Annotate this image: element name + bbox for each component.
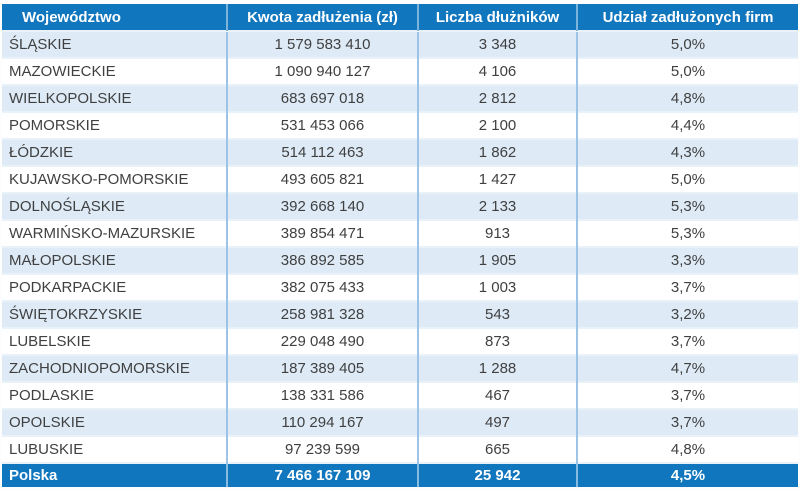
cell-udzial-zadluzonych-firm: 4,8% bbox=[576, 435, 798, 463]
cell-udzial-zadluzonych-firm: 3,7% bbox=[576, 327, 798, 355]
cell-kwota-zadluzenia: 138 331 586 bbox=[226, 381, 418, 409]
table-row: WIELKOPOLSKIE 683 697 018 2 812 4,8% bbox=[2, 84, 798, 112]
cell-kwota-zadluzenia: 392 668 140 bbox=[226, 192, 418, 220]
cell-kwota-zadluzenia: 382 075 433 bbox=[226, 273, 418, 301]
cell-udzial-zadluzonych-firm: 5,0% bbox=[576, 57, 798, 85]
cell-udzial-zadluzonych-firm: 5,3% bbox=[576, 219, 798, 247]
cell-liczba-dluznikow: 1 003 bbox=[417, 273, 577, 301]
cell-kwota-zadluzenia: 389 854 471 bbox=[226, 219, 418, 247]
cell-kwota-zadluzenia: 110 294 167 bbox=[226, 408, 418, 436]
cell-kwota-zadluzenia: 187 389 405 bbox=[226, 354, 418, 382]
cell-udzial-zadluzonych-firm: 3,2% bbox=[576, 300, 798, 328]
cell-wojewodztwo: POMORSKIE bbox=[2, 111, 227, 139]
table-row: ŚWIĘTOKRZYSKIE 258 981 328 543 3,2% bbox=[2, 300, 798, 328]
table-row: OPOLSKIE 110 294 167 497 3,7% bbox=[2, 408, 798, 436]
cell-wojewodztwo: ŁÓDZKIE bbox=[2, 138, 227, 166]
cell-liczba-dluznikow: 1 288 bbox=[417, 354, 577, 382]
cell-udzial-zadluzonych-firm: 4,4% bbox=[576, 111, 798, 139]
cell-liczba-dluznikow: 2 133 bbox=[417, 192, 577, 220]
cell-liczba-dluznikow: 913 bbox=[417, 219, 577, 247]
cell-wojewodztwo: WIELKOPOLSKIE bbox=[2, 84, 227, 112]
column-header-kwota-zadluzenia: Kwota zadłużenia (zł) bbox=[226, 4, 418, 31]
cell-udzial-zadluzonych-firm: 4,8% bbox=[576, 84, 798, 112]
cell-liczba-dluznikow: 4 106 bbox=[417, 57, 577, 85]
cell-udzial-zadluzonych-firm: 3,7% bbox=[576, 273, 798, 301]
cell-kwota-zadluzenia: 258 981 328 bbox=[226, 300, 418, 328]
cell-udzial-zadluzonych-firm: 5,3% bbox=[576, 192, 798, 220]
cell-wojewodztwo: ZACHODNIOPOMORSKIE bbox=[2, 354, 227, 382]
cell-kwota-zadluzenia: 1 090 940 127 bbox=[226, 57, 418, 85]
cell-udzial-zadluzonych-firm: 3,7% bbox=[576, 381, 798, 409]
cell-liczba-dluznikow: 497 bbox=[417, 408, 577, 436]
cell-udzial-zadluzonych-firm: 4,3% bbox=[576, 138, 798, 166]
table-row: ZACHODNIOPOMORSKIE 187 389 405 1 288 4,7% bbox=[2, 354, 798, 382]
table-row: LUBUSKIE 97 239 599 665 4,8% bbox=[2, 435, 798, 463]
cell-wojewodztwo: PODLASKIE bbox=[2, 381, 227, 409]
cell-wojewodztwo: ŚWIĘTOKRZYSKIE bbox=[2, 300, 227, 328]
cell-udzial-zadluzonych-firm: 5,0% bbox=[576, 165, 798, 193]
cell-wojewodztwo: OPOLSKIE bbox=[2, 408, 227, 436]
column-header-udzial-zadluzonych-firm: Udział zadłużonych firm bbox=[576, 4, 798, 31]
table-row: WARMIŃSKO-MAZURSKIE 389 854 471 913 5,3% bbox=[2, 219, 798, 247]
cell-wojewodztwo: LUBELSKIE bbox=[2, 327, 227, 355]
total-label: Polska bbox=[2, 462, 227, 487]
cell-kwota-zadluzenia: 493 605 821 bbox=[226, 165, 418, 193]
cell-kwota-zadluzenia: 514 112 463 bbox=[226, 138, 418, 166]
cell-kwota-zadluzenia: 531 453 066 bbox=[226, 111, 418, 139]
cell-liczba-dluznikow: 1 862 bbox=[417, 138, 577, 166]
column-header-liczba-dluznikow: Liczba dłużników bbox=[417, 4, 577, 31]
total-liczba-dluznikow: 25 942 bbox=[417, 462, 577, 487]
cell-udzial-zadluzonych-firm: 4,7% bbox=[576, 354, 798, 382]
debt-by-voivodeship-table: Województwo Kwota zadłużenia (zł) Liczba d… bbox=[2, 4, 798, 487]
table-row: POMORSKIE 531 453 066 2 100 4,4% bbox=[2, 111, 798, 139]
table-row: DOLNOŚLĄSKIE 392 668 140 2 133 5,3% bbox=[2, 192, 798, 220]
cell-kwota-zadluzenia: 386 892 585 bbox=[226, 246, 418, 274]
table-row: MAŁOPOLSKIE 386 892 585 1 905 3,3% bbox=[2, 246, 798, 274]
cell-liczba-dluznikow: 1 905 bbox=[417, 246, 577, 274]
table-row: LUBELSKIE 229 048 490 873 3,7% bbox=[2, 327, 798, 355]
cell-udzial-zadluzonych-firm: 3,7% bbox=[576, 408, 798, 436]
total-udzial-zadluzonych-firm: 4,5% bbox=[576, 462, 798, 487]
total-kwota-zadluzenia: 7 466 167 109 bbox=[226, 462, 418, 487]
cell-liczba-dluznikow: 2 812 bbox=[417, 84, 577, 112]
column-header-wojewodztwo: Województwo bbox=[2, 4, 227, 31]
cell-udzial-zadluzonych-firm: 5,0% bbox=[576, 30, 798, 58]
cell-wojewodztwo: MAZOWIECKIE bbox=[2, 57, 227, 85]
cell-wojewodztwo: ŚLĄSKIE bbox=[2, 30, 227, 58]
cell-liczba-dluznikow: 1 427 bbox=[417, 165, 577, 193]
cell-liczba-dluznikow: 467 bbox=[417, 381, 577, 409]
cell-wojewodztwo: KUJAWSKO-POMORSKIE bbox=[2, 165, 227, 193]
cell-wojewodztwo: WARMIŃSKO-MAZURSKIE bbox=[2, 219, 227, 247]
cell-kwota-zadluzenia: 683 697 018 bbox=[226, 84, 418, 112]
cell-liczba-dluznikow: 543 bbox=[417, 300, 577, 328]
cell-kwota-zadluzenia: 97 239 599 bbox=[226, 435, 418, 463]
cell-wojewodztwo: PODKARPACKIE bbox=[2, 273, 227, 301]
total-row: Polska 7 466 167 109 25 942 4,5% bbox=[2, 462, 798, 487]
cell-wojewodztwo: DOLNOŚLĄSKIE bbox=[2, 192, 227, 220]
cell-liczba-dluznikow: 3 348 bbox=[417, 30, 577, 58]
cell-liczba-dluznikow: 873 bbox=[417, 327, 577, 355]
table-row: ŁÓDZKIE 514 112 463 1 862 4,3% bbox=[2, 138, 798, 166]
table-row: KUJAWSKO-POMORSKIE 493 605 821 1 427 5,0% bbox=[2, 165, 798, 193]
header-row: Województwo Kwota zadłużenia (zł) Liczba d… bbox=[2, 4, 798, 31]
table-row: PODLASKIE 138 331 586 467 3,7% bbox=[2, 381, 798, 409]
cell-kwota-zadluzenia: 229 048 490 bbox=[226, 327, 418, 355]
cell-liczba-dluznikow: 2 100 bbox=[417, 111, 577, 139]
table-row: PODKARPACKIE 382 075 433 1 003 3,7% bbox=[2, 273, 798, 301]
table-footer: Polska 7 466 167 109 25 942 4,5% bbox=[2, 462, 798, 487]
table-body: ŚLĄSKIE 1 579 583 410 3 348 5,0% MAZOWIECKIE… bbox=[2, 30, 798, 463]
cell-wojewodztwo: LUBUSKIE bbox=[2, 435, 227, 463]
cell-kwota-zadluzenia: 1 579 583 410 bbox=[226, 30, 418, 58]
table-row: ŚLĄSKIE 1 579 583 410 3 348 5,0% bbox=[2, 30, 798, 58]
cell-udzial-zadluzonych-firm: 3,3% bbox=[576, 246, 798, 274]
cell-liczba-dluznikow: 665 bbox=[417, 435, 577, 463]
cell-wojewodztwo: MAŁOPOLSKIE bbox=[2, 246, 227, 274]
table-header: Województwo Kwota zadłużenia (zł) Liczba d… bbox=[2, 4, 798, 31]
table-row: MAZOWIECKIE 1 090 940 127 4 106 5,0% bbox=[2, 57, 798, 85]
